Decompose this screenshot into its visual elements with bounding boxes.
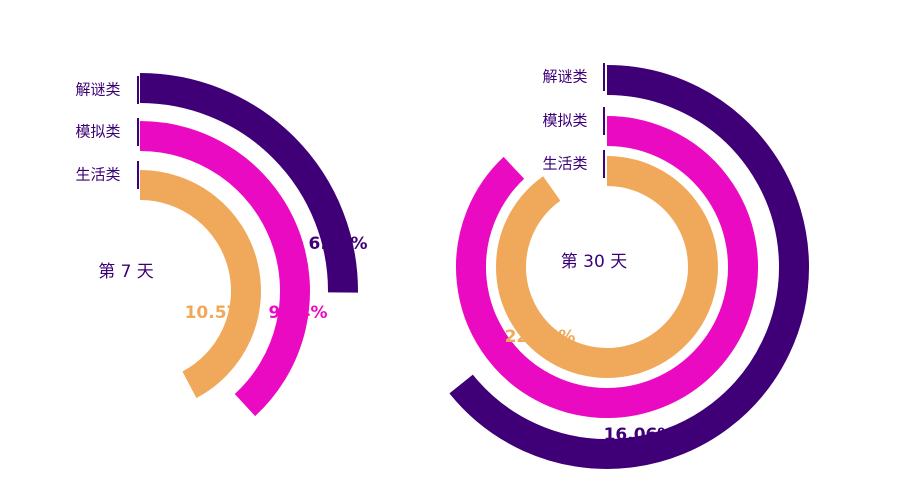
category-label: 生活类 — [542, 155, 587, 173]
arc-bar-2 — [139, 121, 310, 417]
chart-1: 解谜类 6.28% 模拟类 9.54% 生活类 10.57% 第 7 天 — [75, 73, 368, 417]
center-title: 第 7 天 — [98, 262, 154, 282]
chart-2: 解谜类 16.06% 模拟类 22% 生活类 22.56% 第 30 天 — [449, 63, 809, 469]
value-label: 9.54% — [269, 303, 328, 323]
category-label: 解谜类 — [542, 68, 587, 86]
value-label: 22% — [525, 378, 566, 398]
category-label: 生活类 — [75, 166, 120, 184]
arc-bar-1 — [139, 73, 358, 293]
value-label: 10.57% — [185, 303, 256, 323]
category-label: 解谜类 — [75, 81, 120, 99]
value-label: 22.56% — [505, 327, 576, 347]
arc-bar-3 — [139, 170, 261, 399]
category-label: 模拟类 — [542, 112, 587, 130]
arc-bar-3 — [496, 156, 718, 378]
arc-bar-1 — [449, 65, 809, 469]
value-label: 6.28% — [309, 234, 368, 254]
category-label: 模拟类 — [75, 123, 120, 141]
value-label: 16.06% — [604, 425, 675, 445]
arc-bar-2 — [456, 116, 758, 418]
center-title: 第 30 天 — [561, 252, 627, 272]
